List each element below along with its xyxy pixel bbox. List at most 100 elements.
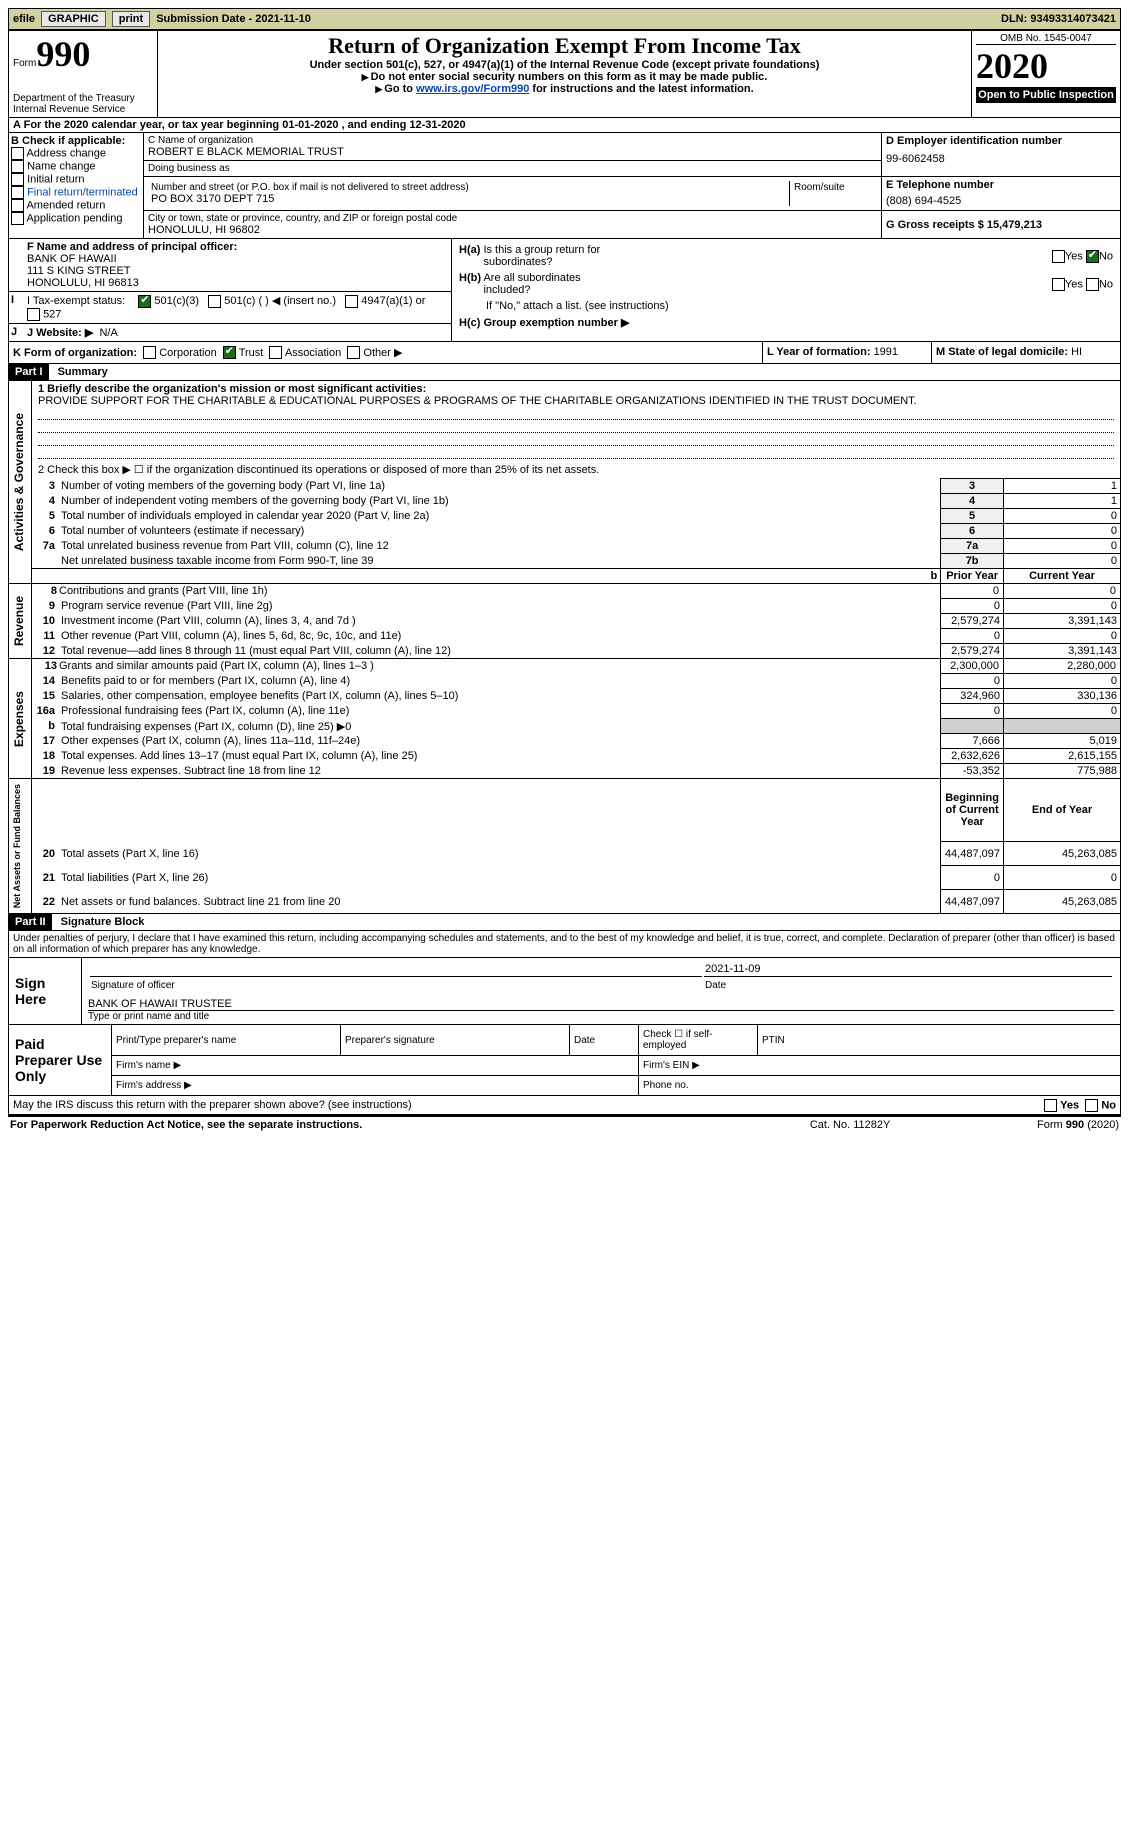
k-assoc[interactable] (269, 346, 282, 359)
checkbox-address-change[interactable]: Address change (11, 147, 141, 160)
box-j: J Website: ▶ N/A (23, 323, 452, 341)
box-g: G Gross receipts $ 15,479,213 (882, 211, 1121, 239)
cat-no: Cat. No. 11282Y (761, 1116, 940, 1133)
box-h: H(a) Is this a group return for subordin… (452, 239, 1121, 341)
sig-date-label: Date (704, 979, 1112, 992)
side-revenue: Revenue (10, 592, 28, 650)
checkbox-app-pending[interactable]: Application pending (11, 212, 141, 225)
efile-toolbar: efile GRAPHIC print Submission Date - 20… (8, 8, 1121, 30)
checkbox-final-return[interactable]: Final return/terminated (11, 186, 141, 199)
officer-type-name: BANK OF HAWAII TRUSTEE (88, 998, 1114, 1011)
street-address: PO BOX 3170 DEPT 715 (151, 193, 786, 205)
i-501c3[interactable] (138, 295, 151, 308)
checkbox-name-change[interactable]: Name change (11, 160, 141, 173)
box-f: F Name and address of principal officer:… (23, 239, 452, 292)
hc-label: H(c) Group exemption number ▶ (459, 317, 629, 329)
box-k: K Form of organization: Corporation Trus… (9, 342, 763, 364)
year-cell: OMB No. 1545-0047 2020 Open to Public In… (972, 31, 1121, 118)
pp-ptin-label: PTIN (758, 1025, 1121, 1056)
mission-text: PROVIDE SUPPORT FOR THE CHARITABLE & EDU… (38, 395, 917, 407)
officer-addr1: 111 S KING STREET (27, 265, 447, 277)
box-m: M State of legal domicile: HI (932, 342, 1121, 364)
sign-here: Sign Here (9, 958, 82, 1025)
org-name: ROBERT E BLACK MEMORIAL TRUST (148, 146, 877, 158)
i-527[interactable] (27, 308, 40, 321)
irs-link[interactable]: www.irs.gov/Form990 (416, 83, 529, 95)
ha-yes[interactable] (1052, 250, 1065, 263)
box-l: L Year of formation: 1991 (763, 342, 932, 364)
box-c-addr: Number and street (or P.O. box if mail i… (144, 177, 882, 211)
hb-yes[interactable] (1052, 278, 1065, 291)
box-b-header: B Check if applicable: (11, 135, 141, 147)
type-name-label: Type or print name and title (88, 1011, 1114, 1022)
side-expenses: Expenses (10, 687, 28, 751)
box-c-dba: Doing business as (144, 161, 882, 177)
line1: 1 Briefly describe the organization's mi… (32, 381, 1121, 461)
side-governance: Activities & Governance (10, 409, 28, 555)
room-suite-label: Room/suite (789, 181, 875, 206)
firm-addr-label: Firm's address ▶ (112, 1076, 639, 1096)
phone-value: (808) 694-4525 (886, 195, 1116, 207)
pp-date-label: Date (570, 1025, 639, 1056)
submission-date-label: Submission Date - 2021-11-10 (156, 13, 311, 25)
omb-number: OMB No. 1545-0047 (976, 33, 1116, 45)
box-c-city: City or town, state or province, country… (144, 211, 882, 239)
firm-name-label: Firm's name ▶ (112, 1056, 639, 1076)
title-cell: Return of Organization Exempt From Incom… (158, 31, 972, 118)
box-i: I Tax-exempt status: 501(c)(3) 501(c) ( … (23, 292, 452, 324)
return-title: Return of Organization Exempt From Incom… (162, 33, 967, 59)
subtitle-ssn: Do not enter social security numbers on … (162, 71, 967, 83)
part1-title: Summary (52, 366, 108, 378)
subtitle-501c: Under section 501(c), 527, or 4947(a)(1)… (162, 59, 967, 71)
subtitle-goto: Go to www.irs.gov/Form990 for instructio… (162, 83, 967, 95)
box-d: D Employer identification number 99-6062… (882, 133, 1121, 177)
pp-name-label: Print/Type preparer's name (112, 1025, 341, 1056)
dept-treasury: Department of the Treasury Internal Reve… (13, 93, 153, 115)
officer-addr2: HONOLULU, HI 96813 (27, 277, 447, 289)
pp-sig-label: Preparer's signature (341, 1025, 570, 1056)
part1-header: Part I (9, 364, 49, 380)
hb-note: If "No," attach a list. (see instruction… (458, 299, 1114, 313)
ein-value: 99-6062458 (886, 153, 1116, 165)
pp-check-label: Check ☐ if self-employed (639, 1025, 758, 1056)
open-inspection: Open to Public Inspection (976, 87, 1116, 103)
box-e: E Telephone number (808) 694-4525 (882, 177, 1121, 211)
discuss-line: May the IRS discuss this return with the… (8, 1096, 1121, 1115)
box-c-name: C Name of organization ROBERT E BLACK ME… (144, 133, 882, 161)
part2-title: Signature Block (55, 916, 145, 928)
firm-ein-label: Firm's EIN ▶ (639, 1056, 1121, 1076)
sig-officer-label: Signature of officer (90, 979, 702, 992)
period-line: A For the 2020 calendar year, or tax yea… (8, 118, 1121, 133)
k-corp[interactable] (143, 346, 156, 359)
hb-no[interactable] (1086, 278, 1099, 291)
discuss-no[interactable] (1085, 1099, 1098, 1112)
form-id-cell: Form990 Department of the Treasury Inter… (9, 31, 158, 118)
k-other[interactable] (347, 346, 360, 359)
form-footer: Form 990 (2020) (939, 1116, 1121, 1133)
ha-no[interactable] (1086, 250, 1099, 263)
box-b: B Check if applicable: Address change Na… (9, 133, 144, 239)
efile-label: efile (13, 13, 35, 25)
print-button[interactable]: print (112, 11, 150, 27)
firm-phone-label: Phone no. (639, 1076, 1121, 1096)
sig-date: 2021-11-09 (704, 962, 1112, 977)
k-trust[interactable] (223, 346, 236, 359)
perjury-decl: Under penalties of perjury, I declare th… (8, 931, 1121, 958)
side-netassets: Net Assets or Fund Balances (10, 780, 24, 912)
checkbox-initial-return[interactable]: Initial return (11, 173, 141, 186)
city-value: HONOLULU, HI 96802 (148, 224, 877, 236)
i-4947[interactable] (345, 295, 358, 308)
paperwork-notice: For Paperwork Reduction Act Notice, see … (8, 1116, 761, 1133)
tax-year: 2020 (976, 45, 1116, 87)
website-value: N/A (99, 327, 117, 339)
dln-label: DLN: 93493314073421 (1001, 13, 1116, 25)
officer-name: BANK OF HAWAII (27, 253, 447, 265)
i-501c[interactable] (208, 295, 221, 308)
checkbox-amended[interactable]: Amended return (11, 199, 141, 212)
line2: 2 Check this box ▶ ☐ if the organization… (32, 461, 1121, 479)
graphic-button[interactable]: GRAPHIC (41, 11, 106, 27)
paid-preparer: Paid Preparer Use Only (9, 1025, 112, 1096)
discuss-yes[interactable] (1044, 1099, 1057, 1112)
gross-receipts: 15,479,213 (987, 219, 1042, 231)
part2-header: Part II (9, 914, 52, 930)
